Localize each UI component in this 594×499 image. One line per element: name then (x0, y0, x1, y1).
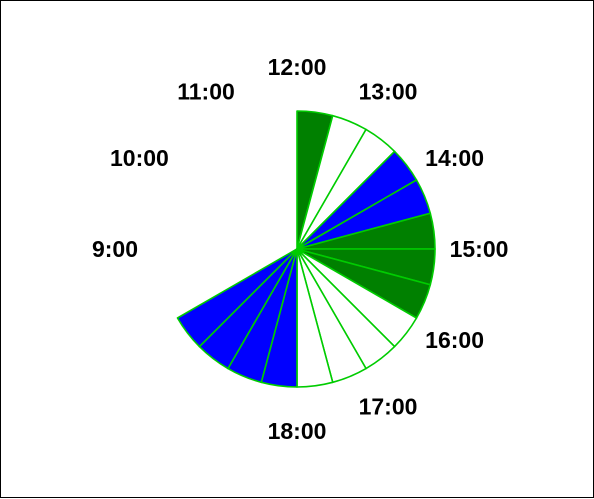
pie-slice-1930 (176, 248, 298, 348)
hour-label-1700: 17:00 (359, 394, 418, 420)
hour-labels: 9:00 10:00 11:00 12:00 13:00 14:00 15:00 16:00 1… (92, 54, 508, 444)
hour-label-1000: 10:00 (110, 145, 169, 171)
hour-label-1600: 16:00 (425, 327, 484, 353)
pie-slices (176, 110, 436, 388)
hour-label-1500: 15:00 (450, 236, 509, 262)
hour-label-1400: 14:00 (425, 145, 484, 171)
hour-label-1300: 13:00 (359, 78, 418, 104)
hour-label-1200: 12:00 (268, 54, 327, 80)
hour-label-1800: 18:00 (268, 418, 327, 444)
hour-label-1100: 11:00 (177, 78, 235, 104)
hour-label-900: 9:00 (92, 236, 138, 262)
